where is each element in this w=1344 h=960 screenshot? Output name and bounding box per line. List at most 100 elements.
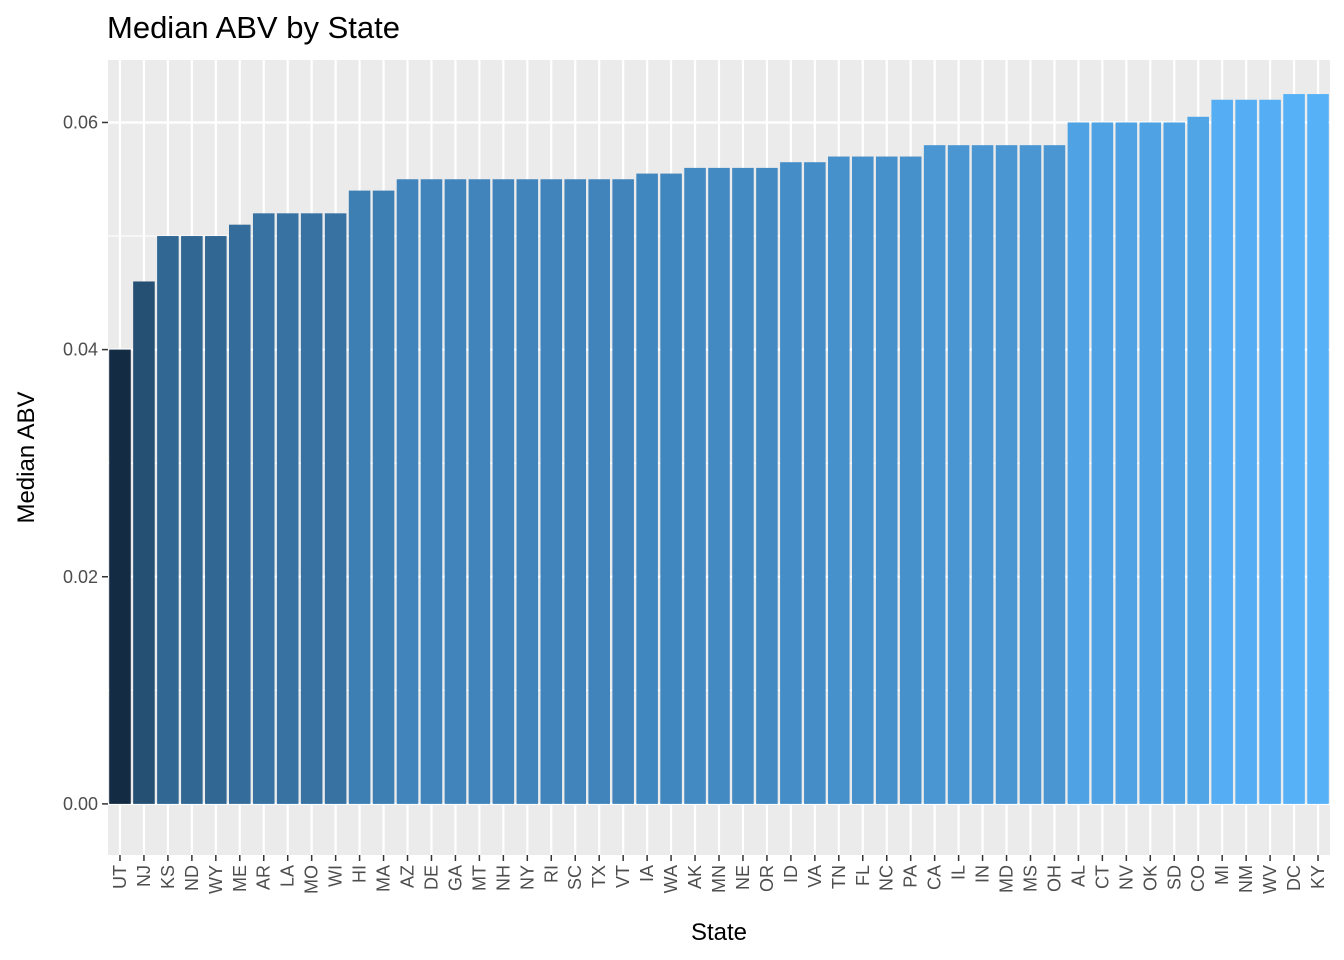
x-tick-label-ms: MS [1020,865,1040,892]
x-axis: UT NJ KS ND WY ME AR LA MO WI HI MA AZ DE GA MT NH NY RI SC… [110,855,1328,894]
bar-wv [1259,99,1281,804]
bar-de [420,179,443,804]
bar-fl [851,156,874,804]
bar-ia [636,173,658,804]
x-tick-label-mt: MT [469,865,489,891]
x-tick-label-az: AZ [398,865,418,888]
x-tick-label-ak: AK [685,865,705,889]
bars [109,94,1329,804]
bar-ct [1091,122,1114,804]
x-tick-label-fl: FL [853,865,873,886]
x-tick-label-md: MD [997,865,1017,893]
x-tick-label-ut: UT [110,865,130,889]
bar-wi [324,213,347,804]
bar-pa [899,156,922,804]
bar-id [780,162,802,804]
bar-ca [923,145,946,804]
bar-al [1067,122,1090,804]
bar-nv [1115,122,1138,804]
x-tick-label-mn: MN [709,865,729,893]
x-tick-label-mi: MI [1212,865,1232,885]
bar-nc [875,156,898,804]
bar-ma [372,190,395,804]
x-tick-label-la: LA [278,865,298,887]
bar-ut [109,349,131,804]
x-tick-label-ny: NY [517,865,537,890]
bar-nh [492,179,515,804]
bar-il [947,145,970,804]
x-tick-label-ne: NE [733,865,753,890]
bar-dc [1283,94,1305,804]
x-tick-label-nj: NJ [134,865,154,887]
x-tick-label-wa: WA [661,865,681,893]
x-tick-label-ia: IA [637,865,657,882]
bar-ne [732,167,754,804]
x-tick-label-ky: KY [1308,865,1328,889]
x-tick-label-nm: NM [1236,865,1256,893]
x-tick-label-wy: WY [206,865,226,894]
y-axis: 0.00 0.02 0.04 0.06 [63,112,108,814]
x-tick-label-dc: DC [1284,865,1304,891]
bar-mi [1211,99,1233,804]
y-tick-label: 0.04 [63,340,98,360]
bar-nm [1235,99,1257,804]
bar-ar [252,213,275,804]
x-tick-label-pa: PA [901,865,921,888]
x-axis-title: State [691,919,747,946]
bar-mt [468,179,491,804]
x-tick-label-de: DE [421,865,441,890]
bar-me [229,224,251,804]
bar-co [1187,116,1209,804]
bar-ny [516,179,539,804]
bar-wa [660,173,682,804]
x-tick-label-mo: MO [302,865,322,894]
x-tick-label-in: IN [973,865,993,883]
bar-md [995,145,1018,804]
x-tick-label-ri: RI [541,865,561,883]
bar-la [276,213,299,804]
x-tick-label-ct: CT [1092,865,1112,889]
bar-nd [181,236,203,804]
x-tick-label-nc: NC [877,865,897,891]
x-tick-label-hi: HI [350,865,370,883]
bar-or [756,167,778,804]
bar-tn [828,156,850,804]
x-tick-label-ks: KS [158,865,178,889]
x-tick-label-ca: CA [925,865,945,890]
bar-az [396,179,419,804]
bar-va [804,162,826,804]
x-tick-label-vt: VT [613,865,633,888]
x-tick-label-wi: WI [326,865,346,887]
x-tick-label-va: VA [805,865,825,888]
bar-oh [1043,145,1066,804]
y-tick-label: 0.02 [63,567,98,587]
bar-sd [1163,122,1186,804]
chart-title: Median ABV by State [107,10,400,45]
bar-ga [444,179,467,804]
x-tick-label-nh: NH [493,865,513,891]
x-tick-label-tn: TN [829,865,849,889]
bar-vt [612,179,634,804]
x-tick-label-ok: OK [1140,865,1160,891]
bar-mn [708,167,730,804]
x-tick-label-wv: WV [1260,865,1280,894]
bar-ms [1019,145,1042,804]
bar-ak [684,167,706,804]
x-tick-label-tx: TX [589,865,609,888]
bar-mo [300,213,323,804]
bar-tx [588,179,610,804]
x-tick-label-or: OR [757,865,777,892]
y-axis-title: Median ABV [13,391,40,523]
bar-wy [205,236,227,804]
x-tick-label-sc: SC [565,865,585,890]
x-tick-label-ga: GA [445,865,465,891]
x-tick-label-ar: AR [254,865,274,890]
bar-hi [348,190,371,804]
bar-sc [564,179,587,804]
bar-ok [1139,122,1162,804]
bar-nj [133,281,155,804]
x-tick-label-al: AL [1068,865,1088,887]
x-tick-label-oh: OH [1044,865,1064,892]
x-tick-label-id: ID [781,865,801,883]
